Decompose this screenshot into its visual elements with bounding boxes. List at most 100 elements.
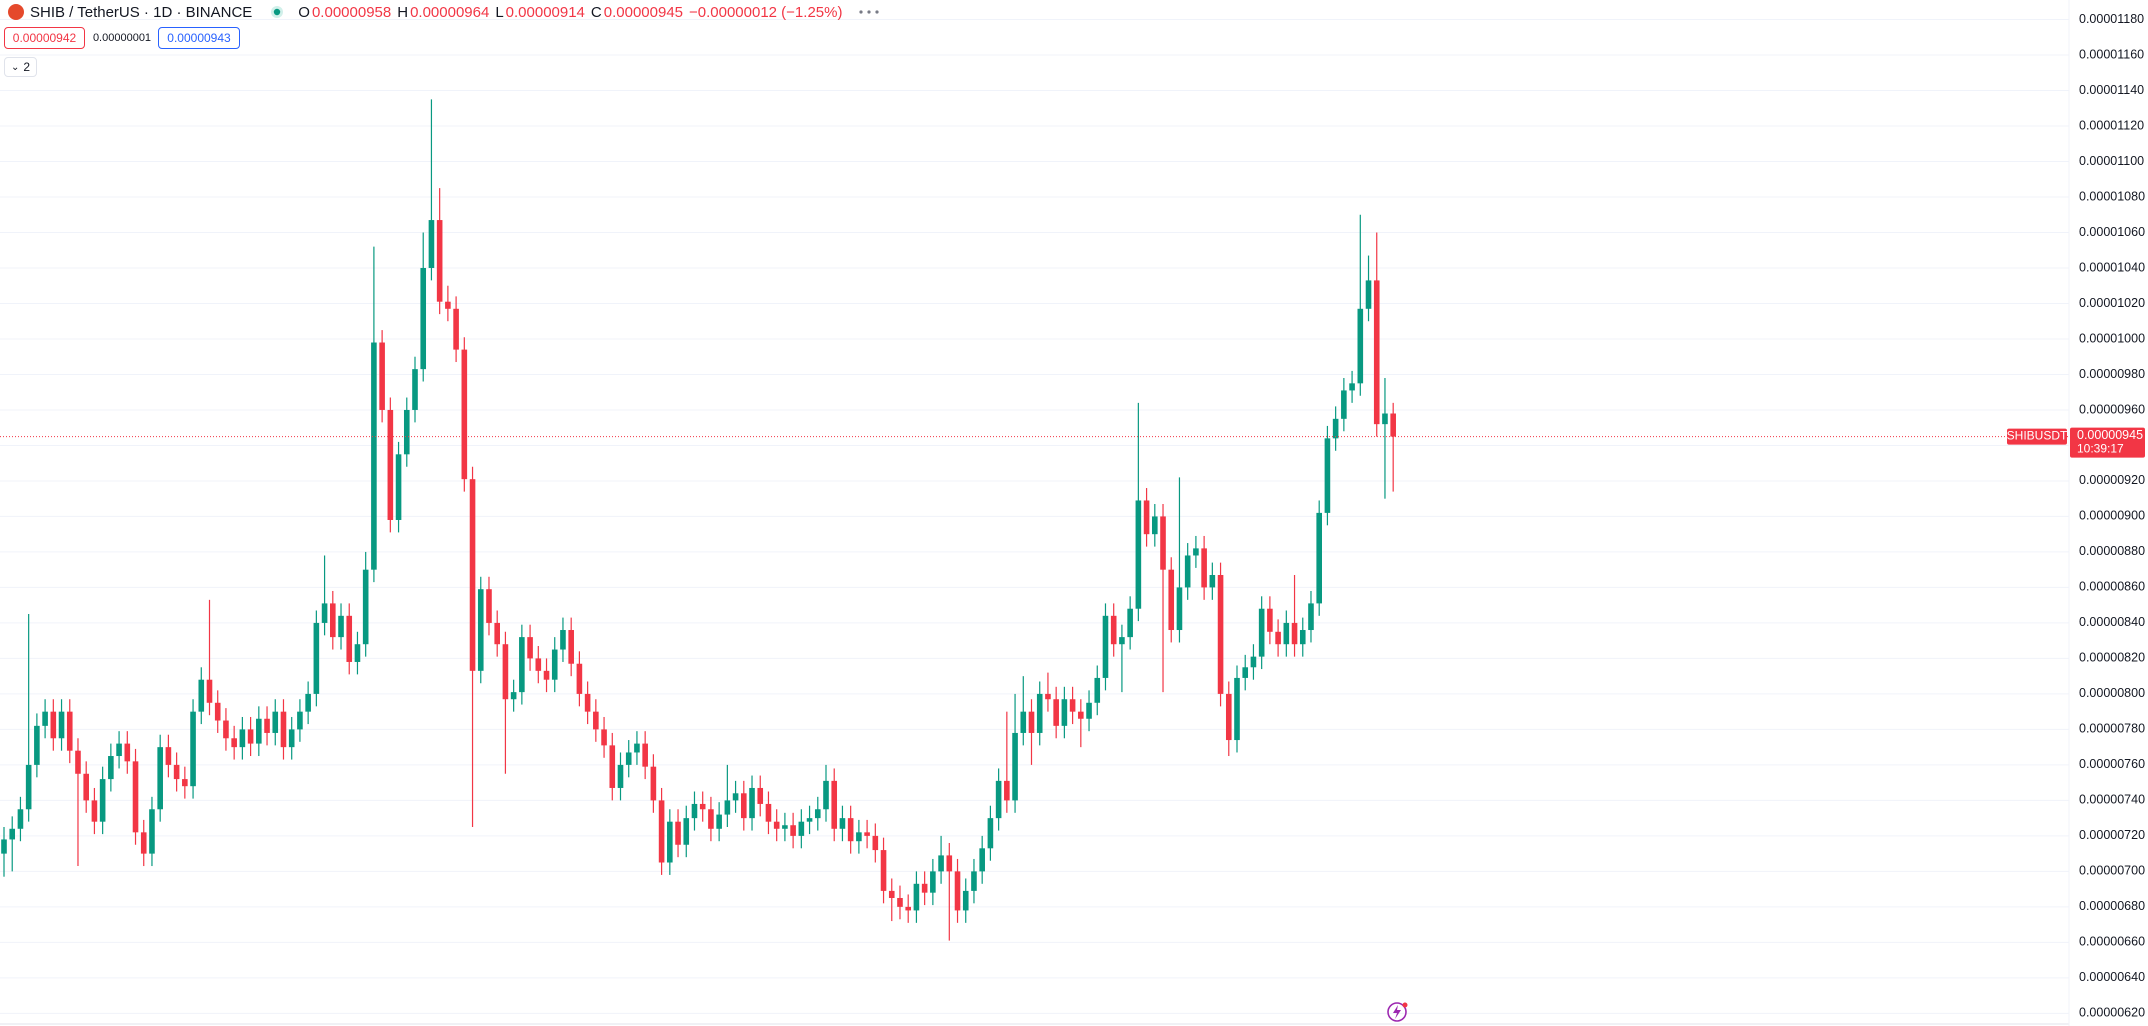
candle-body: [535, 658, 542, 671]
candle-body: [1036, 693, 1043, 733]
candle-body: [675, 821, 681, 845]
candle-body: [338, 615, 344, 638]
candle-body: [732, 793, 739, 801]
buy-button[interactable]: 0.00000943: [158, 27, 240, 49]
candle-body: [1324, 438, 1331, 513]
candle-body: [313, 622, 320, 694]
candle-body: [527, 637, 533, 659]
candle-body: [913, 883, 920, 911]
candle-body: [182, 779, 188, 787]
candle-body: [1176, 587, 1183, 631]
candle-body: [1201, 548, 1207, 588]
candle-body: [1193, 548, 1199, 556]
sell-button[interactable]: 0.00000942: [4, 27, 85, 49]
candle-body: [757, 787, 764, 804]
y-tick-label: 0.00000840: [2079, 615, 2145, 629]
status-dot: [274, 8, 281, 16]
y-tick-label: 0.00000660: [2079, 935, 2145, 949]
candle-body: [362, 569, 369, 645]
candle-body: [1053, 699, 1059, 726]
dot: [859, 10, 864, 14]
candle-body: [814, 809, 821, 819]
y-tick-label: 0.00000900: [2079, 509, 2145, 523]
more-button[interactable]: [858, 8, 880, 16]
y-tick-label: 0.00001120: [2079, 118, 2144, 132]
candle-body: [395, 454, 402, 520]
candle-body: [83, 773, 89, 801]
candle-body: [658, 800, 665, 863]
candle-body: [782, 825, 788, 829]
candle-body: [1225, 693, 1232, 741]
candle-body: [1275, 631, 1281, 645]
candle-body: [132, 761, 139, 833]
candle-body: [1291, 622, 1298, 645]
y-tick-label: 0.00000720: [2079, 828, 2145, 842]
symbol-tag: SHIBUSDT: [2007, 429, 2068, 443]
candle-body: [872, 835, 879, 851]
candle-body: [691, 803, 698, 819]
dot: [875, 10, 880, 14]
candle-body: [173, 764, 180, 780]
symbol-circle: [8, 4, 24, 20]
candle-body: [116, 743, 122, 757]
candle-body: [519, 637, 525, 693]
y-tick-label: 0.00001080: [2079, 189, 2145, 203]
candle-body: [321, 603, 328, 623]
candle-body: [469, 479, 476, 671]
candle-body: [1390, 413, 1396, 437]
candle-body: [99, 779, 106, 822]
indicators-count: 2: [23, 60, 31, 74]
candle-body: [1349, 383, 1355, 391]
candle-body: [1382, 413, 1388, 425]
candle-body: [790, 825, 796, 836]
candle-body: [1209, 575, 1216, 588]
candle-body: [1061, 699, 1068, 726]
symbol-title[interactable]: SHIB / TetherUS · 1D · BINANCE: [30, 3, 253, 21]
candle-body: [1365, 280, 1372, 309]
market-status[interactable]: [270, 5, 284, 19]
candle-body: [1086, 702, 1092, 719]
candle-body: [371, 342, 377, 570]
candle-body: [264, 718, 270, 733]
candle-body: [198, 679, 205, 712]
candle-body: [1341, 390, 1347, 419]
candle-body: [1078, 711, 1084, 719]
candle-body: [280, 711, 287, 748]
candle-body: [305, 693, 311, 712]
candle-body: [1135, 500, 1142, 609]
y-tick-label: 0.00001060: [2079, 225, 2145, 239]
indicators-toggle[interactable]: ⌄ 2: [4, 57, 37, 77]
candle-body: [1217, 575, 1224, 694]
y-tick-label: 0.00000800: [2079, 686, 2145, 700]
candle-body: [1308, 603, 1314, 631]
candle-body: [124, 743, 131, 762]
candle-body: [140, 832, 147, 854]
candle-body: [223, 720, 229, 739]
candle-body: [34, 725, 40, 765]
candle-body: [214, 702, 221, 721]
candle-body: [1094, 677, 1101, 703]
candle-body: [1184, 555, 1191, 588]
candle-body: [75, 750, 81, 774]
candle-body: [584, 693, 591, 712]
candle-body: [921, 883, 928, 893]
candle-body: [1168, 569, 1175, 631]
candle-body: [905, 906, 911, 911]
candle-body: [1160, 516, 1166, 570]
lightning-icon[interactable]: [1387, 1002, 1408, 1022]
candle-body: [551, 649, 558, 680]
open-value: 0.00000958: [311, 3, 392, 21]
candle-body: [593, 711, 599, 730]
candle-body: [445, 301, 451, 309]
candle-body: [1234, 677, 1240, 741]
price-tag: 0.00000945: [2077, 428, 2143, 442]
close-value: 0.00000945: [603, 3, 683, 21]
candle-body: [165, 747, 172, 765]
candle-body: [880, 850, 887, 891]
candle-body: [461, 349, 468, 480]
candle-body: [206, 679, 213, 703]
candle-body: [256, 718, 262, 744]
y-tick-label: 0.00000760: [2079, 757, 2145, 771]
